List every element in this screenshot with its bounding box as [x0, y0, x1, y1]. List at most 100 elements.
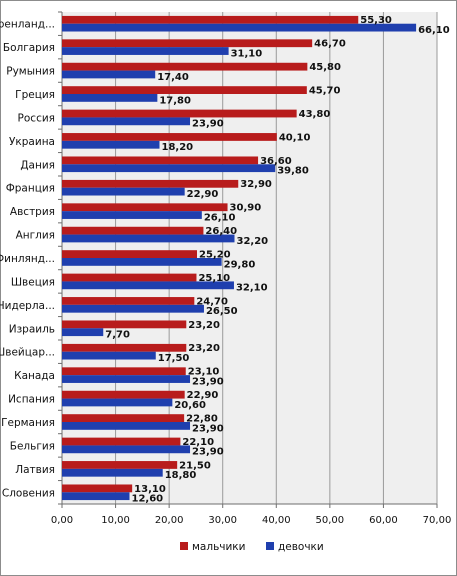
value-label-boys: 25,10 [198, 273, 230, 284]
bar-boys [62, 109, 297, 118]
value-label-girls: 39,80 [277, 166, 309, 177]
value-label-girls: 32,20 [237, 236, 269, 247]
bar-girls [62, 187, 185, 196]
bar-girls [62, 492, 130, 501]
category-label: Швеция [11, 276, 55, 288]
legend-label-boys: мальчики [192, 541, 245, 553]
bar-girls [62, 47, 229, 55]
value-label-boys: 36,60 [260, 156, 292, 167]
value-label-boys: 30,90 [230, 203, 262, 214]
value-label-girls: 7,70 [105, 330, 130, 341]
x-tick-label: 20,00 [155, 515, 184, 526]
value-label-girls: 23,90 [192, 423, 224, 434]
category-label: Гренланд... [0, 19, 55, 31]
bar-boys [62, 250, 197, 258]
category-label: Нидерла... [0, 300, 55, 312]
bar-girls [62, 258, 222, 266]
bar-boys [62, 461, 178, 469]
value-label-boys: 40,10 [279, 132, 311, 143]
value-label-girls: 23,90 [192, 119, 224, 130]
legend-label-girls: девочки [278, 541, 324, 553]
category-label: Бельгия [10, 440, 55, 452]
bar-boys [62, 133, 277, 141]
category-label: Франция [6, 183, 55, 195]
value-label-girls: 17,80 [159, 95, 191, 106]
bar-boys [62, 86, 307, 94]
bar-boys [62, 437, 181, 446]
value-label-boys: 46,70 [314, 39, 346, 50]
bar-girls [62, 468, 163, 477]
bar-boys [62, 484, 133, 493]
value-label-boys: 24,70 [196, 296, 228, 307]
category-label: Латвия [15, 464, 55, 476]
x-tick-label: 70,00 [423, 515, 452, 526]
category-label: Израиль [9, 323, 55, 335]
value-label-boys: 45,70 [309, 86, 341, 97]
bar-girls [62, 375, 191, 383]
category-label: Болгария [3, 42, 55, 54]
value-label-boys: 45,80 [309, 62, 341, 73]
bar-boys [62, 343, 187, 352]
value-label-boys: 22,80 [186, 414, 218, 425]
value-label-boys: 26,40 [205, 226, 237, 237]
bar-girls [62, 304, 204, 313]
category-labels: Гренланд... Болгария Румыния Греция Россия Ук… [0, 19, 55, 500]
value-label-boys: 32,90 [240, 179, 272, 190]
bar-girls [62, 422, 191, 430]
value-label-girls: 31,10 [231, 48, 263, 59]
value-label-boys: 55,30 [360, 15, 392, 26]
value-label-girls: 23,90 [192, 376, 224, 387]
bar-boys [62, 273, 197, 282]
category-label: Румыния [6, 66, 55, 78]
bar-boys [62, 390, 185, 399]
category-label: Швейцар... [0, 347, 55, 359]
legend-swatch-girls [266, 542, 274, 550]
value-label-girls: 32,10 [236, 283, 268, 294]
legend-swatch-boys [180, 542, 188, 550]
value-label-girls: 66,10 [418, 25, 450, 36]
bar-girls [62, 164, 276, 173]
bar-girls [62, 351, 156, 360]
value-label-boys: 22,90 [187, 390, 219, 401]
bar-girls [62, 234, 235, 243]
value-label-girls: 17,40 [157, 72, 189, 83]
x-tick-label: 30,00 [208, 515, 237, 526]
bar-girls [62, 281, 234, 290]
value-label-boys: 13,10 [134, 484, 166, 495]
value-label-boys: 23,20 [188, 343, 220, 354]
value-label-girls: 23,90 [192, 447, 224, 458]
bar-girls [62, 328, 104, 337]
x-tick-label: 40,00 [262, 515, 291, 526]
value-label-girls: 20,60 [174, 400, 206, 411]
category-label: Дания [20, 159, 55, 171]
x-tick-label: 60,00 [369, 515, 398, 526]
bar-girls [62, 140, 160, 149]
category-label: Испания [8, 394, 55, 406]
x-tick-label: 0,00 [51, 515, 73, 526]
value-label-girls: 22,90 [187, 189, 219, 200]
category-label: Словения [2, 487, 55, 499]
category-label: Финлянд... [0, 253, 55, 265]
category-label: Австрия [10, 206, 55, 218]
x-tick-label: 10,00 [101, 515, 130, 526]
value-label-girls: 26,50 [206, 306, 238, 317]
value-label-girls: 18,80 [165, 470, 197, 481]
value-label-boys: 23,20 [188, 320, 220, 331]
value-label-girls: 17,50 [158, 353, 190, 364]
category-label: Канада [14, 370, 55, 382]
value-label-boys: 25,20 [199, 250, 231, 261]
bar-boys [62, 367, 186, 376]
value-label-boys: 21,50 [179, 460, 211, 471]
bar-girls [62, 445, 191, 454]
value-label-girls: 26,10 [204, 212, 236, 223]
x-tick-label: 50,00 [316, 515, 345, 526]
bar-boys [62, 179, 239, 188]
value-labels: 55,30 66,10 46,70 31,10 45,80 17,40 45,70 17,80… [105, 15, 450, 504]
bar-boys [62, 156, 259, 165]
category-label: Англия [16, 230, 55, 242]
bar-boys [62, 226, 204, 235]
legend: мальчики девочки [180, 541, 324, 553]
bar-boys [62, 414, 185, 422]
value-label-boys: 23,10 [188, 367, 220, 378]
